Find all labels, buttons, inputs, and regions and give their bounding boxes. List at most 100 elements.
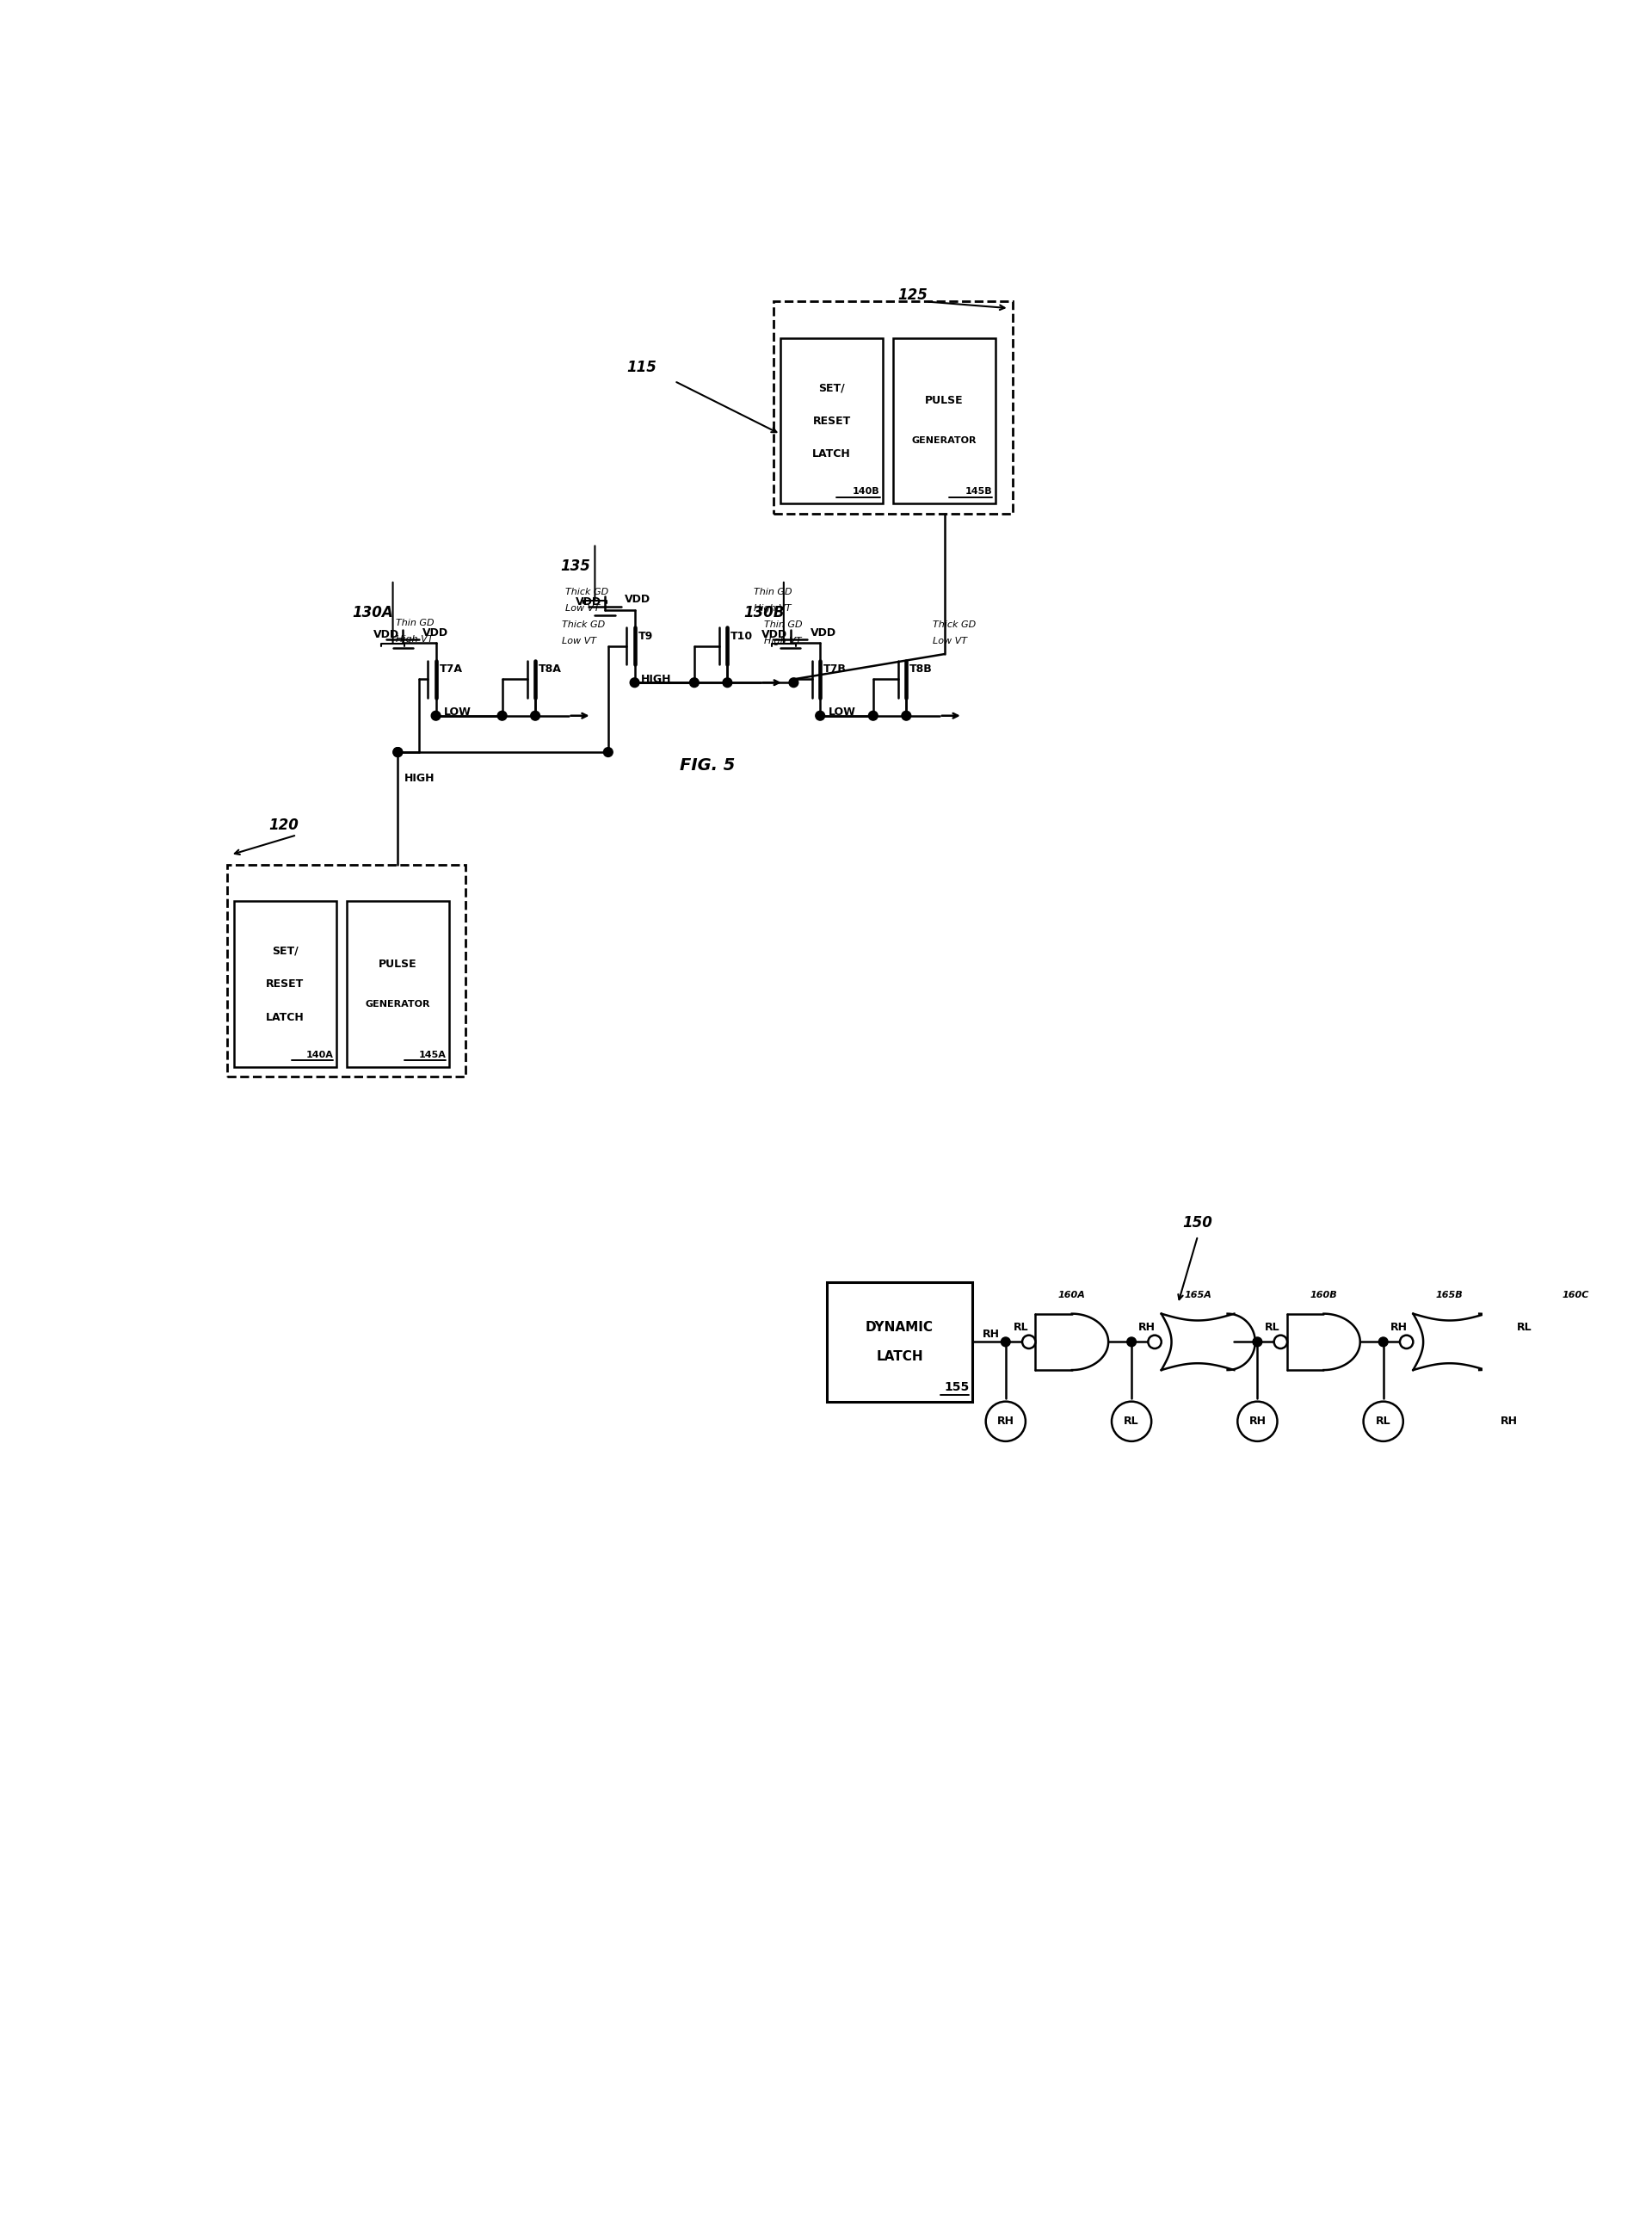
Text: Low VT: Low VT xyxy=(562,638,596,647)
Circle shape xyxy=(1379,1338,1388,1347)
Text: GENERATOR: GENERATOR xyxy=(365,999,430,1008)
Text: RH: RH xyxy=(1138,1322,1155,1333)
Text: Thin GD: Thin GD xyxy=(753,587,793,596)
Text: FIG. 5: FIG. 5 xyxy=(681,758,735,773)
Text: 115: 115 xyxy=(626,361,656,377)
Text: LATCH: LATCH xyxy=(876,1349,923,1362)
Text: DYNAMIC: DYNAMIC xyxy=(866,1320,933,1333)
Text: Low VT: Low VT xyxy=(565,605,600,614)
Circle shape xyxy=(986,1402,1026,1442)
Bar xyxy=(235,902,337,1068)
Circle shape xyxy=(689,678,699,687)
Circle shape xyxy=(902,711,910,720)
Text: Thick GD: Thick GD xyxy=(565,587,608,596)
Text: RESET: RESET xyxy=(813,414,851,427)
Circle shape xyxy=(1274,1336,1287,1349)
Circle shape xyxy=(1148,1336,1161,1349)
Text: RL: RL xyxy=(1265,1322,1280,1333)
Text: VDD: VDD xyxy=(809,627,836,638)
Circle shape xyxy=(1399,1336,1412,1349)
Text: RH: RH xyxy=(998,1415,1014,1426)
Text: 120: 120 xyxy=(269,817,299,833)
Text: 135: 135 xyxy=(560,558,590,574)
Circle shape xyxy=(869,711,877,720)
Text: 165B: 165B xyxy=(1436,1291,1464,1300)
Bar xyxy=(228,864,466,1076)
Text: 140B: 140B xyxy=(852,487,881,496)
Text: T9: T9 xyxy=(638,631,653,642)
Text: RL: RL xyxy=(1123,1415,1140,1426)
Text: High VT: High VT xyxy=(763,638,801,647)
Circle shape xyxy=(1526,1336,1540,1349)
Text: RL: RL xyxy=(1517,1322,1531,1333)
Text: RH: RH xyxy=(1389,1322,1408,1333)
Text: Low VT: Low VT xyxy=(933,638,966,647)
Bar xyxy=(773,301,1013,514)
Circle shape xyxy=(1363,1402,1403,1442)
Circle shape xyxy=(1127,1338,1137,1347)
Text: LOW: LOW xyxy=(828,707,856,718)
Text: 160C: 160C xyxy=(1561,1291,1589,1300)
Circle shape xyxy=(816,711,824,720)
Circle shape xyxy=(1023,1336,1036,1349)
Text: LATCH: LATCH xyxy=(266,1012,304,1023)
Text: VDD: VDD xyxy=(575,596,601,607)
Circle shape xyxy=(1252,1338,1262,1347)
Text: Thick GD: Thick GD xyxy=(562,620,605,629)
Text: SET/: SET/ xyxy=(818,383,844,394)
Circle shape xyxy=(497,711,507,720)
Text: T7B: T7B xyxy=(823,664,846,676)
Circle shape xyxy=(1001,1338,1011,1347)
Text: 160B: 160B xyxy=(1310,1291,1338,1300)
Text: T10: T10 xyxy=(730,631,753,642)
Text: 155: 155 xyxy=(943,1382,970,1393)
Text: Thin GD: Thin GD xyxy=(396,618,434,627)
Bar xyxy=(1645,1282,1652,1402)
Text: High VT: High VT xyxy=(396,636,433,645)
Text: VDD: VDD xyxy=(762,629,786,640)
Text: RL: RL xyxy=(1376,1415,1391,1426)
Circle shape xyxy=(393,746,403,758)
Text: 125: 125 xyxy=(899,288,928,303)
Text: T7A: T7A xyxy=(439,664,463,676)
Text: 145A: 145A xyxy=(418,1050,446,1059)
Bar xyxy=(780,339,884,503)
Text: LOW: LOW xyxy=(444,707,471,718)
Text: GENERATOR: GENERATOR xyxy=(912,436,976,445)
Text: HIGH: HIGH xyxy=(405,773,434,784)
Text: RL: RL xyxy=(1013,1322,1029,1333)
Circle shape xyxy=(1490,1402,1530,1442)
Text: 160A: 160A xyxy=(1059,1291,1085,1300)
Text: LATCH: LATCH xyxy=(813,447,851,459)
Text: RESET: RESET xyxy=(266,979,304,990)
Circle shape xyxy=(790,678,798,687)
Text: Thick GD: Thick GD xyxy=(933,620,976,629)
Circle shape xyxy=(1505,1338,1513,1347)
Text: 130A: 130A xyxy=(352,605,393,620)
Text: SET/: SET/ xyxy=(273,946,299,957)
Text: HIGH: HIGH xyxy=(641,673,672,684)
Text: VDD: VDD xyxy=(373,629,400,640)
Circle shape xyxy=(603,746,613,758)
Text: 150: 150 xyxy=(1183,1214,1213,1229)
Text: PULSE: PULSE xyxy=(378,959,416,970)
Bar xyxy=(826,1282,973,1402)
Text: RH: RH xyxy=(1249,1415,1265,1426)
Text: 140A: 140A xyxy=(306,1050,334,1059)
Text: T8A: T8A xyxy=(539,664,562,676)
Circle shape xyxy=(724,678,732,687)
Bar xyxy=(894,339,996,503)
Text: 145B: 145B xyxy=(965,487,993,496)
Text: 165A: 165A xyxy=(1184,1291,1211,1300)
Text: High VT: High VT xyxy=(753,605,791,614)
Text: RH: RH xyxy=(1500,1415,1518,1426)
Bar xyxy=(347,902,449,1068)
Text: T8B: T8B xyxy=(910,664,933,676)
Text: VDD: VDD xyxy=(423,627,449,638)
Text: 130B: 130B xyxy=(743,605,785,620)
Circle shape xyxy=(393,746,403,758)
Text: Thin GD: Thin GD xyxy=(763,620,803,629)
Circle shape xyxy=(1112,1402,1151,1442)
Circle shape xyxy=(431,711,441,720)
Circle shape xyxy=(530,711,540,720)
